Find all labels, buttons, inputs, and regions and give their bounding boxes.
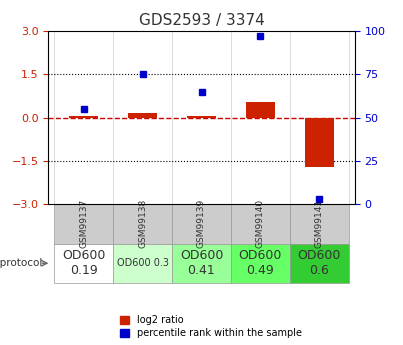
Text: GSM99140: GSM99140 [256,199,265,248]
Legend: log2 ratio, percentile rank within the sample: log2 ratio, percentile rank within the s… [118,313,304,340]
Text: GSM99138: GSM99138 [138,199,147,248]
FancyBboxPatch shape [231,204,290,244]
Text: GSM99137: GSM99137 [79,199,88,248]
Bar [69,116,98,118]
FancyBboxPatch shape [290,244,349,283]
Text: GSM99141: GSM99141 [315,199,324,248]
FancyBboxPatch shape [54,244,113,283]
Title: GDS2593 / 3374: GDS2593 / 3374 [139,13,264,29]
Text: OD600
0.49: OD600 0.49 [239,249,282,277]
FancyBboxPatch shape [54,204,113,244]
Bar [305,118,334,167]
FancyBboxPatch shape [113,244,172,283]
Text: OD600
0.19: OD600 0.19 [62,249,106,277]
FancyBboxPatch shape [231,244,290,283]
Text: GSM99139: GSM99139 [197,199,206,248]
Text: OD600
0.6: OD600 0.6 [297,249,341,277]
Text: OD600
0.41: OD600 0.41 [180,249,223,277]
Bar [187,116,216,118]
Bar [246,102,275,118]
FancyBboxPatch shape [172,204,231,244]
Text: growth protocol: growth protocol [0,258,42,268]
Text: OD600 0.3: OD600 0.3 [116,258,168,268]
FancyBboxPatch shape [290,204,349,244]
FancyBboxPatch shape [172,244,231,283]
Bar [128,113,157,118]
FancyBboxPatch shape [113,204,172,244]
